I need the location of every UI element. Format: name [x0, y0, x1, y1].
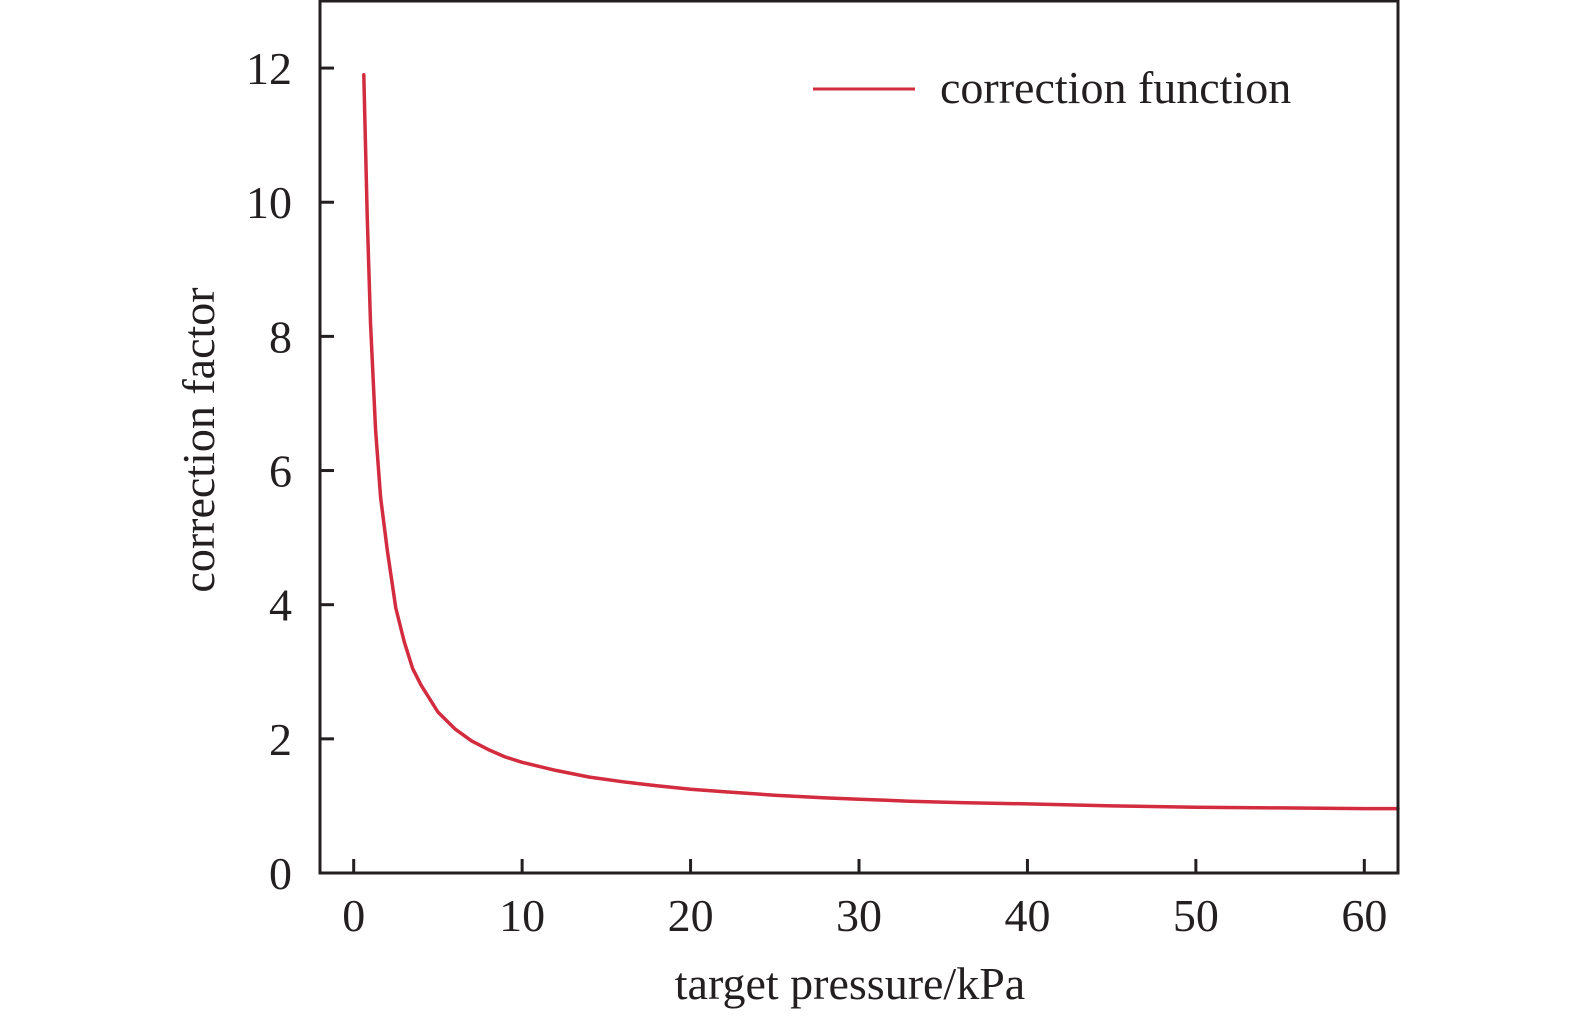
y-tick-label: 8 — [269, 311, 292, 362]
x-tick-label: 40 — [1004, 890, 1050, 941]
y-tick-label: 12 — [246, 43, 292, 94]
x-tick-label: 30 — [836, 890, 882, 941]
y-tick-label: 4 — [269, 580, 292, 631]
y-tick-label: 10 — [246, 177, 292, 228]
x-tick-label: 20 — [668, 890, 714, 941]
legend-label: correction function — [940, 62, 1291, 113]
y-ticks: 0 2 4 6 8 10 12 — [246, 43, 334, 899]
x-tick-label: 10 — [499, 890, 545, 941]
x-ticks: 0 10 20 30 40 50 60 — [342, 859, 1387, 941]
x-tick-label: 50 — [1173, 890, 1219, 941]
y-tick-label: 2 — [269, 714, 292, 765]
x-tick-label: 60 — [1341, 890, 1387, 941]
legend: correction function — [813, 62, 1291, 113]
plot-frame — [318, 0, 1400, 875]
plot-series — [362, 73, 1400, 811]
y-tick-label: 6 — [269, 446, 292, 497]
series-line — [362, 73, 1400, 811]
x-axis-label: target pressure/kPa — [675, 958, 1025, 1009]
y-tick-label: 0 — [269, 848, 292, 899]
x-tick-label: 0 — [342, 890, 365, 941]
y-axis-label: correction factor — [173, 287, 224, 592]
